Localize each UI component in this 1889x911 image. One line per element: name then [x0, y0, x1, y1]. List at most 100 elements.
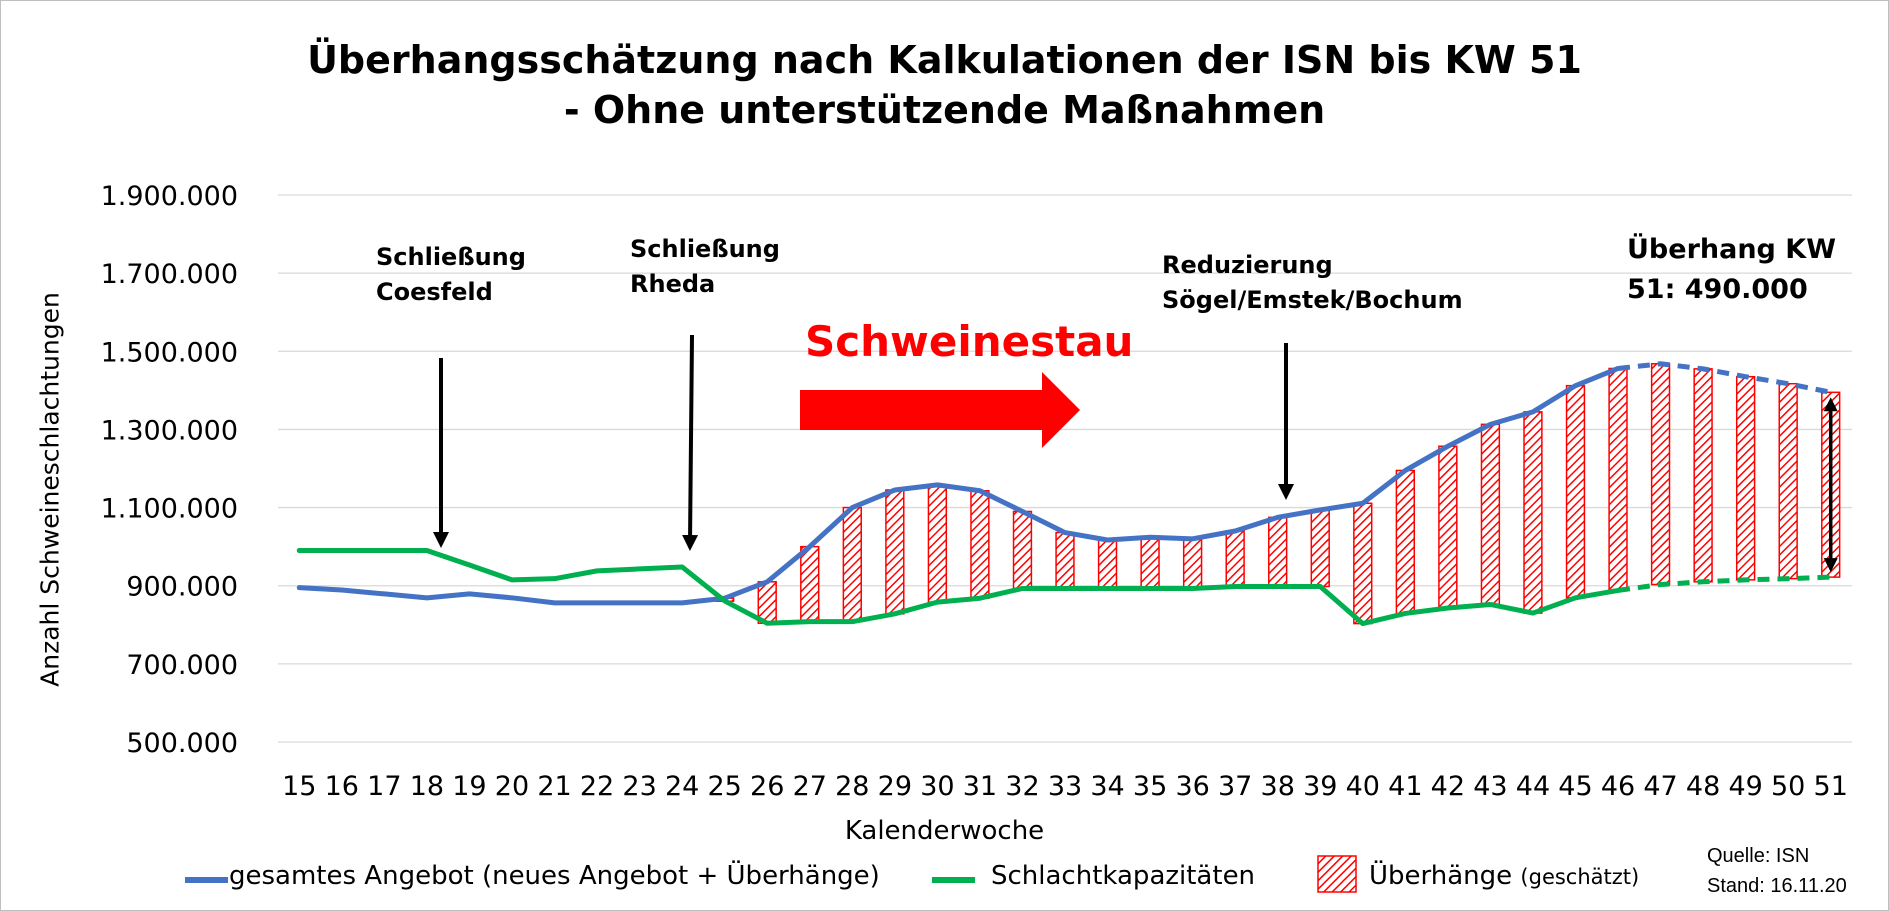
- x-tick-label: 39: [1303, 771, 1337, 802]
- x-tick-label: 24: [665, 771, 699, 802]
- y-tick-label: 1.900.000: [101, 181, 238, 212]
- overhang-bar: [927, 484, 948, 603]
- annotation-rheda: Schließung Rheda: [630, 232, 780, 302]
- arrow-rheda: [682, 334, 699, 551]
- overhang-bar: [1140, 536, 1160, 590]
- annotation-schweinestau: Schweinestau: [805, 317, 1134, 366]
- x-tick-label: 26: [750, 771, 784, 802]
- x-tick-label: 28: [835, 771, 869, 802]
- y-tick-label: 1.500.000: [101, 337, 238, 368]
- overhang-bar: [1310, 509, 1330, 588]
- x-tick-label: 34: [1090, 771, 1124, 802]
- x-tick-label: 50: [1771, 771, 1805, 802]
- x-tick-label: 20: [495, 771, 529, 802]
- chart-title: Überhangsschätzung nach Kalkulationen de…: [307, 38, 1582, 82]
- overhang-bar: [1012, 510, 1033, 590]
- chart-subtitle: - Ohne unterstützende Maßnahmen: [563, 88, 1326, 132]
- annotation-coesfeld-line1: Schließung: [376, 243, 526, 271]
- legend-label-ueberhaenge-suffix: (geschätzt): [1520, 865, 1640, 889]
- x-tick-label: 15: [282, 771, 316, 802]
- overhang-bar: [1353, 502, 1373, 625]
- x-tick-label: 25: [707, 771, 741, 802]
- date-note: Stand: 16.11.20: [1707, 875, 1847, 897]
- x-tick-label: 49: [1728, 771, 1762, 802]
- x-axis-label: Kalenderwoche: [844, 816, 1045, 846]
- annotation-ueberhang-line2: 51: 490.000: [1627, 274, 1808, 305]
- overhang-bar: [800, 545, 820, 623]
- overhang-bar: [842, 506, 862, 623]
- series-line-kapazitaeten-estimated: [1617, 574, 1831, 593]
- overhang-bar: [1480, 423, 1501, 606]
- overhang-bar: [1693, 368, 1713, 583]
- x-tick-label: 21: [537, 771, 571, 802]
- legend-label-ueberhaenge: Überhänge (geschätzt): [1369, 861, 1639, 891]
- annotation-reduzierung-line2: Sögel/Emstek/Bochum: [1162, 286, 1463, 314]
- y-axis-label: Anzahl Schweineschlachtungen: [35, 292, 65, 687]
- x-tick-label: 22: [580, 771, 614, 802]
- annotation-ueberhang-kw51: Überhang KW 51: 490.000: [1627, 230, 1836, 310]
- x-tick-label: 43: [1473, 771, 1507, 802]
- x-tick-label: 32: [1005, 771, 1039, 802]
- legend-label-ueberhaenge-main: Überhänge: [1369, 861, 1513, 891]
- x-tick-label: 17: [367, 771, 401, 802]
- x-tick-label: 19: [452, 771, 486, 802]
- annotation-coesfeld: Schließung Coesfeld: [376, 240, 526, 310]
- x-tick-label: 29: [878, 771, 912, 802]
- x-tick-label: 41: [1388, 771, 1422, 802]
- x-tick-label: 37: [1218, 771, 1252, 802]
- annotation-rheda-line2: Rheda: [630, 270, 716, 298]
- overhang-bar: [1523, 411, 1543, 614]
- y-tick-label: 700.000: [126, 650, 238, 681]
- overhang-bar: [1055, 531, 1075, 590]
- overhang-bar: [970, 490, 990, 599]
- overhang-bar: [1778, 382, 1798, 580]
- overhang-bar: [1650, 363, 1671, 586]
- x-tick-label: 42: [1431, 771, 1465, 802]
- annotation-reduzierung: Reduzierung Sögel/Emstek/Bochum: [1162, 248, 1463, 318]
- annotation-coesfeld-line2: Coesfeld: [376, 278, 493, 306]
- annotation-ueberhang-line1: Überhang KW: [1627, 234, 1836, 265]
- y-tick-label: 1.300.000: [101, 415, 238, 446]
- x-tick-label: 35: [1133, 771, 1167, 802]
- overhang-bar: [1735, 375, 1756, 581]
- x-tick-label: 40: [1346, 771, 1380, 802]
- x-tick-label: 48: [1686, 771, 1720, 802]
- overhang-bar: [1438, 445, 1458, 609]
- x-tick-label: 27: [793, 771, 827, 802]
- legend-label-angebot: gesamtes Angebot (neues Angebot + Überhä…: [229, 861, 880, 891]
- x-tick-label: 16: [325, 771, 359, 802]
- annotation-reduzierung-line1: Reduzierung: [1162, 251, 1333, 279]
- legend-swatch-ueberhaenge: [1317, 855, 1357, 893]
- x-tick-label: 38: [1261, 771, 1295, 802]
- overhang-bar: [1225, 530, 1245, 588]
- legend-label-kapazitaeten: Schlachtkapazitäten: [991, 861, 1256, 891]
- x-tick-label: 36: [1175, 771, 1209, 802]
- overhang-bar: [1395, 469, 1416, 615]
- source-note: Quelle: ISN: [1707, 845, 1810, 867]
- x-tick-label: 47: [1643, 771, 1677, 802]
- overhang-bar: [885, 489, 905, 615]
- x-tick-label: 30: [920, 771, 954, 802]
- overhang-bar: [1268, 516, 1288, 588]
- x-tick-label: 33: [1048, 771, 1082, 802]
- series-line-angebot-estimated: [1617, 361, 1832, 395]
- y-tick-label: 1.700.000: [101, 259, 238, 290]
- overhang-bar: [1565, 384, 1586, 599]
- overhang-bar: [1097, 539, 1118, 590]
- x-tick-label: 18: [410, 771, 444, 802]
- x-tick-label: 45: [1558, 771, 1592, 802]
- y-tick-label: 500.000: [126, 728, 238, 759]
- series-line-kapazitaeten: [296, 548, 1621, 627]
- x-tick-label: 46: [1601, 771, 1635, 802]
- overhang-bar: [1608, 367, 1628, 592]
- overhang-bar: [757, 581, 777, 624]
- y-tick-label: 900.000: [126, 572, 238, 603]
- x-tick-label: 23: [622, 771, 656, 802]
- x-tick-label: 31: [963, 771, 997, 802]
- annotation-rheda-line1: Schließung: [630, 235, 780, 263]
- x-tick-label: 51: [1814, 771, 1848, 802]
- overhang-bar: [1182, 538, 1203, 590]
- schweinestau-arrow: [800, 372, 1080, 448]
- x-tick-label: 44: [1516, 771, 1550, 802]
